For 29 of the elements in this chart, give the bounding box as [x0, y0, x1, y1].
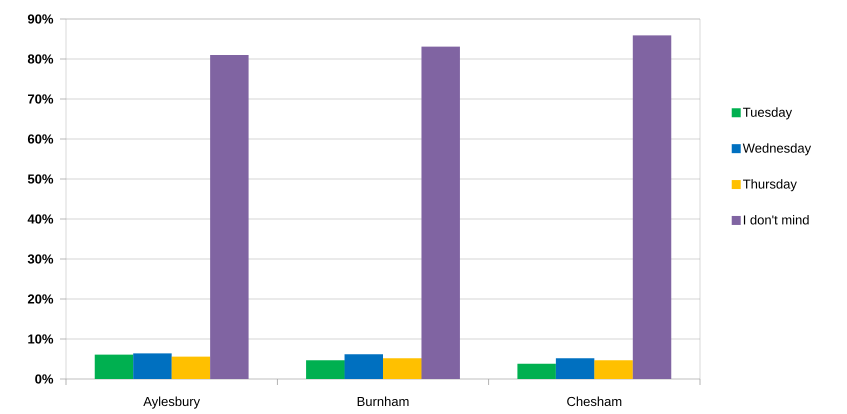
y-tick-label: 20% — [28, 294, 54, 304]
x-tick-label: Chesham — [567, 396, 622, 406]
bar — [210, 55, 249, 379]
bar — [383, 358, 422, 379]
y-tick-label: 40% — [28, 214, 54, 224]
bar — [306, 360, 345, 379]
bar — [556, 358, 594, 379]
y-tick-label: 50% — [28, 174, 54, 184]
bar — [172, 356, 210, 379]
x-tick-label: Burnham — [358, 396, 409, 406]
y-tick-label: 0% — [35, 374, 54, 384]
bar — [517, 364, 556, 379]
y-tick-label: 80% — [28, 54, 54, 64]
y-tick-label: 30% — [28, 254, 54, 264]
bar — [632, 35, 672, 379]
bar — [421, 46, 460, 379]
y-tick-label: 60% — [28, 134, 54, 144]
y-tick-label: 90% — [28, 14, 54, 24]
legend-label: I don't mind — [744, 214, 809, 225]
y-tick-label: 10% — [28, 334, 54, 344]
bar — [133, 353, 172, 379]
legend-label: Tuesday — [743, 107, 792, 120]
bar — [94, 354, 134, 379]
bar — [594, 360, 633, 379]
y-tick-label: 70% — [28, 94, 54, 104]
bar — [344, 354, 384, 379]
legend-label: Wednesday — [742, 143, 812, 156]
x-tick-label: Aylesbury — [143, 396, 200, 409]
legend-label: Thursday — [743, 179, 797, 192]
